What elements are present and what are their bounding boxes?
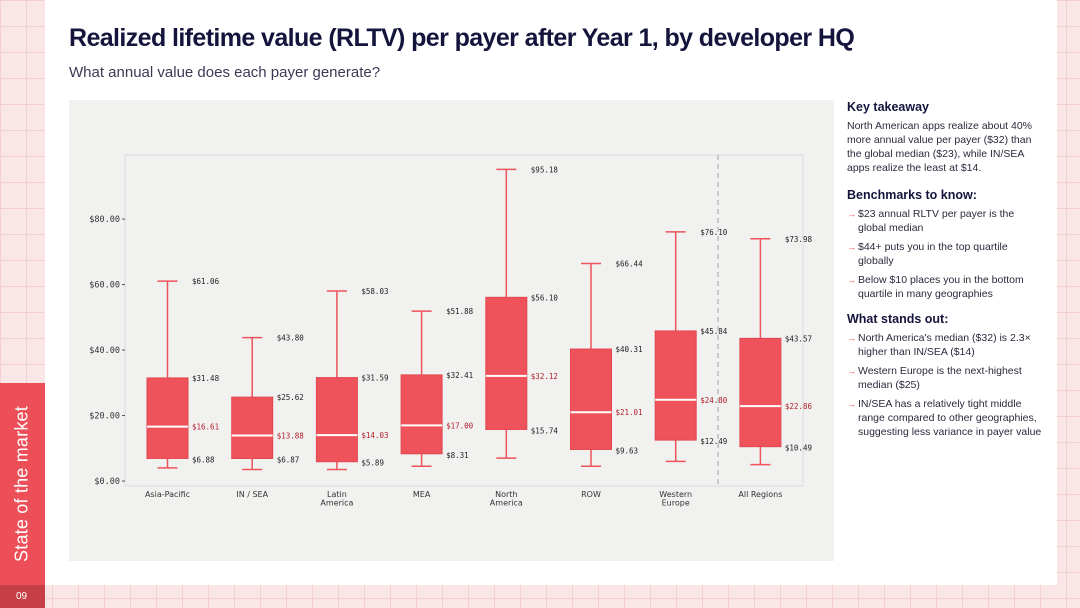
stands-out-section: What stands out: → North America's median… xyxy=(847,312,1045,439)
data-label-max: $61.06 xyxy=(192,277,220,286)
data-label-q3: $25.62 xyxy=(277,393,304,402)
data-label-median: $21.01 xyxy=(616,408,643,417)
data-label-q3: $31.48 xyxy=(192,374,220,383)
chart-panel: $0.00 $20.00 $40.00 $60.00 $80.00 $61.06 $31.4… xyxy=(69,100,834,561)
x-tick-label: Western xyxy=(659,490,692,499)
x-tick-label: All Regions xyxy=(738,490,782,499)
benchmarks-list: → $23 annual RLTV per payer is the global… xyxy=(847,207,1045,301)
list-item: → Below $10 places you in the bottom quar… xyxy=(847,274,1024,300)
box xyxy=(485,296,528,430)
data-label-max: $66.44 xyxy=(616,259,644,268)
data-label-median: $22.86 xyxy=(785,402,813,411)
data-label-q3: $45.84 xyxy=(700,327,728,336)
arrow-right-icon: → xyxy=(847,242,856,252)
list-item: → $23 annual RLTV per payer is the global… xyxy=(847,208,1015,234)
y-tick-label: $40.00 xyxy=(89,346,120,356)
key-takeaway-text: North American apps realize about 40% mo… xyxy=(847,120,1033,174)
data-label-q1: $6.88 xyxy=(192,455,215,464)
data-label-q3: $43.57 xyxy=(785,334,812,343)
key-takeaway-heading: Key takeaway xyxy=(847,100,930,114)
arrow-right-icon: → xyxy=(847,333,856,343)
arrow-right-icon: → xyxy=(847,366,856,376)
y-tick-label: $80.00 xyxy=(89,215,120,225)
list-item: → IN/SEA has a relatively tight middle ra… xyxy=(847,398,1042,438)
data-label-median: $24.80 xyxy=(700,396,728,405)
stands-out-list: → North America's median ($32) is 2.3× hi… xyxy=(847,331,1045,439)
key-takeaway-section: Key takeaway North American apps realize… xyxy=(847,100,1045,175)
box xyxy=(146,377,189,459)
benchmarks-section: Benchmarks to know: → $23 annual RLTV per… xyxy=(847,188,1045,301)
y-tick-label: $20.00 xyxy=(89,412,120,422)
data-label-q1: $8.31 xyxy=(446,451,469,460)
page-subtitle: What annual value does each payer genera… xyxy=(69,64,381,81)
box xyxy=(315,377,358,463)
x-tick-label: Asia-Pacific xyxy=(145,490,190,499)
box xyxy=(654,330,697,441)
section-tab xyxy=(0,383,45,585)
data-label-median: $17.00 xyxy=(446,421,474,430)
data-label-median: $16.61 xyxy=(192,423,219,432)
data-label-q3: $31.59 xyxy=(361,374,388,383)
data-label-q1: $5.89 xyxy=(361,459,384,468)
page-number: 09 xyxy=(0,585,45,608)
data-label-q1: $12.49 xyxy=(700,437,727,446)
x-tick-label: IN / SEA xyxy=(236,490,268,499)
x-tick-label: America xyxy=(320,499,353,508)
box xyxy=(231,396,274,460)
x-tick-label: Latin xyxy=(327,490,347,499)
data-label-q3: $32.41 xyxy=(446,371,473,380)
x-tick-label: North xyxy=(495,490,517,499)
page-title: Realized lifetime value (RLTV) per payer… xyxy=(69,24,855,52)
insights-panel: Key takeaway North American apps realize… xyxy=(847,100,1045,444)
list-item: → North America's median ($32) is 2.3× hi… xyxy=(847,332,1031,358)
y-tick-label: $0.00 xyxy=(94,477,120,487)
data-label-q3: $56.10 xyxy=(531,293,559,302)
benchmarks-heading: Benchmarks to know: xyxy=(847,188,977,202)
data-label-max: $95.18 xyxy=(531,165,559,174)
data-label-max: $51.88 xyxy=(446,307,474,316)
data-label-q1: $15.74 xyxy=(531,426,559,435)
arrow-right-icon: → xyxy=(847,209,856,219)
box xyxy=(400,374,443,455)
x-tick-label: America xyxy=(490,499,523,508)
data-label-max: $58.03 xyxy=(361,287,388,296)
data-label-median: $32.12 xyxy=(531,372,558,381)
box xyxy=(570,348,612,450)
list-item: → Western Europe is the next-highest medi… xyxy=(847,365,1022,391)
box xyxy=(739,337,782,448)
data-label-max: $43.80 xyxy=(277,334,305,343)
y-tick-label: $60.00 xyxy=(89,281,120,291)
data-label-q1: $9.63 xyxy=(616,446,639,455)
data-label-q3: $40.31 xyxy=(616,345,643,354)
arrow-right-icon: → xyxy=(847,275,856,285)
data-label-q1: $10.49 xyxy=(785,444,812,453)
data-label-median: $14.03 xyxy=(361,431,388,440)
x-tick-label: Europe xyxy=(662,499,690,508)
data-label-median: $13.88 xyxy=(277,432,305,441)
boxplot-chart: $0.00 $20.00 $40.00 $60.00 $80.00 $61.06 $31.4… xyxy=(89,154,813,508)
x-tick-label: ROW xyxy=(581,490,601,499)
arrow-right-icon: → xyxy=(847,399,856,409)
data-label-q1: $6.87 xyxy=(277,456,300,465)
stands-out-heading: What stands out: xyxy=(847,312,949,326)
section-label: State of the market xyxy=(11,406,32,562)
list-item: → $44+ puts you in the top quartile globa… xyxy=(847,241,1008,267)
data-label-max: $73.98 xyxy=(785,235,813,244)
data-label-max: $76.10 xyxy=(700,228,728,237)
x-tick-label: MEA xyxy=(413,490,431,499)
